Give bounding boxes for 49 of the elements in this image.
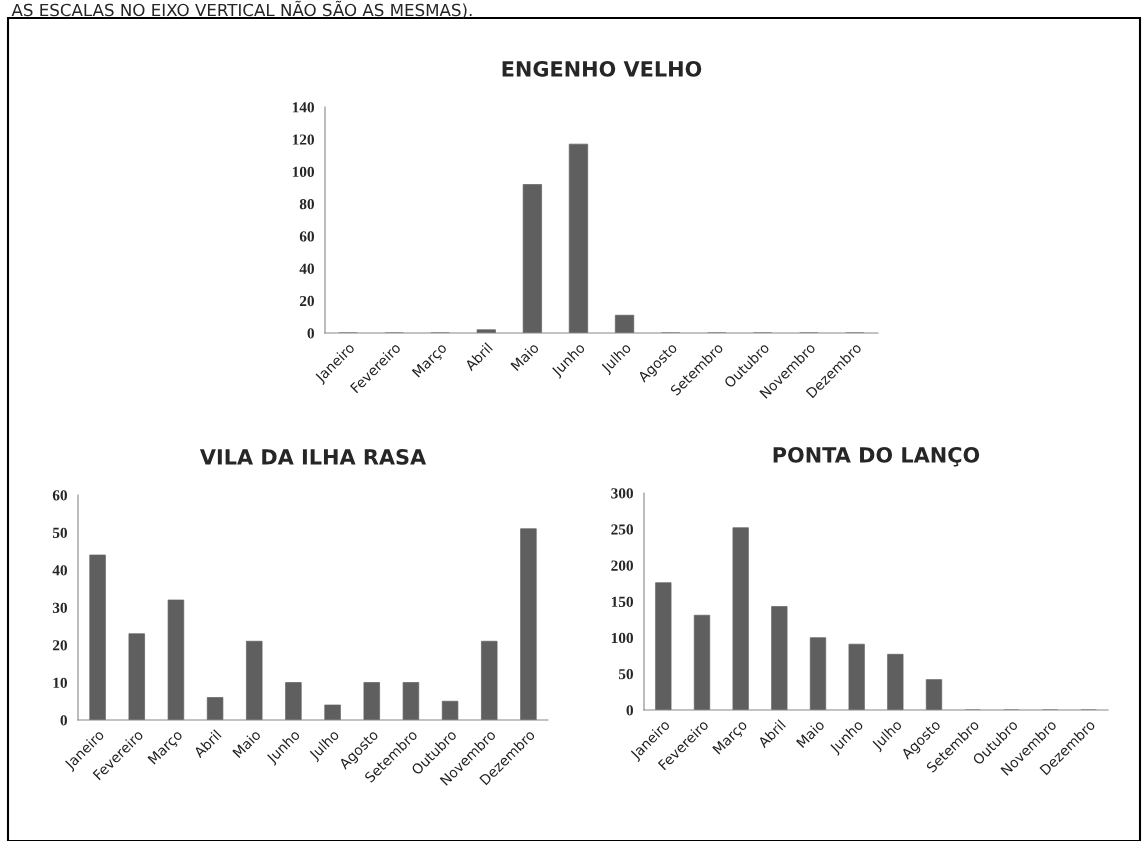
y-tick-label: 60 <box>299 231 314 242</box>
y-tick-label: 10 <box>53 677 67 688</box>
bar <box>285 682 302 720</box>
bar <box>568 143 589 333</box>
chart-title: ENGENHO VELHO <box>502 60 702 77</box>
y-tick-label: 120 <box>292 134 314 145</box>
bar <box>441 700 459 720</box>
y-tick-label: 30 <box>52 602 67 613</box>
bar <box>655 582 672 710</box>
bar <box>809 637 827 710</box>
bar <box>522 184 542 333</box>
bar <box>614 314 635 333</box>
bar <box>89 554 106 720</box>
bar <box>925 679 943 710</box>
y-tick-label: 40 <box>52 565 67 576</box>
y-tick-label: 300 <box>611 488 633 499</box>
bar <box>324 704 341 720</box>
y-tick-label: 20 <box>52 640 67 651</box>
text: AS ESCALAS NO EIXO VERTICAL NÃO SÃO AS MESMAS). <box>11 0 472 19</box>
y-tick-label: 150 <box>611 596 633 607</box>
y-tick-label: 100 <box>292 166 314 178</box>
bar <box>520 528 537 720</box>
y-tick-label: 40 <box>299 263 314 274</box>
y-tick-label: 20 <box>299 295 314 307</box>
y-tick-label: 50 <box>52 527 67 538</box>
bar <box>206 697 224 720</box>
chart-title: PONTA DO LANÇO <box>773 446 980 467</box>
bar <box>481 640 498 720</box>
y-tick-label: 100 <box>611 632 633 644</box>
y-tick-label: 80 <box>299 199 314 210</box>
bar <box>363 682 380 720</box>
y-tick-label: 140 <box>292 102 314 113</box>
y-tick-label: 200 <box>611 560 633 571</box>
bar <box>128 633 145 720</box>
bar <box>402 682 420 720</box>
bar <box>246 640 263 720</box>
bar <box>732 527 749 710</box>
bar <box>771 606 788 710</box>
bar <box>887 653 904 710</box>
y-tick-label: 60 <box>52 490 67 501</box>
bar <box>848 643 865 710</box>
bar <box>167 599 185 720</box>
y-tick-label: 0 <box>626 705 633 716</box>
bar <box>693 614 711 710</box>
y-tick-label: 0 <box>307 328 314 339</box>
y-tick-label: 50 <box>618 668 633 680</box>
y-tick-label: 250 <box>611 524 633 535</box>
y-tick-label: 0 <box>60 715 67 726</box>
chart-title: VILA DA ILHA RASA <box>199 448 427 465</box>
